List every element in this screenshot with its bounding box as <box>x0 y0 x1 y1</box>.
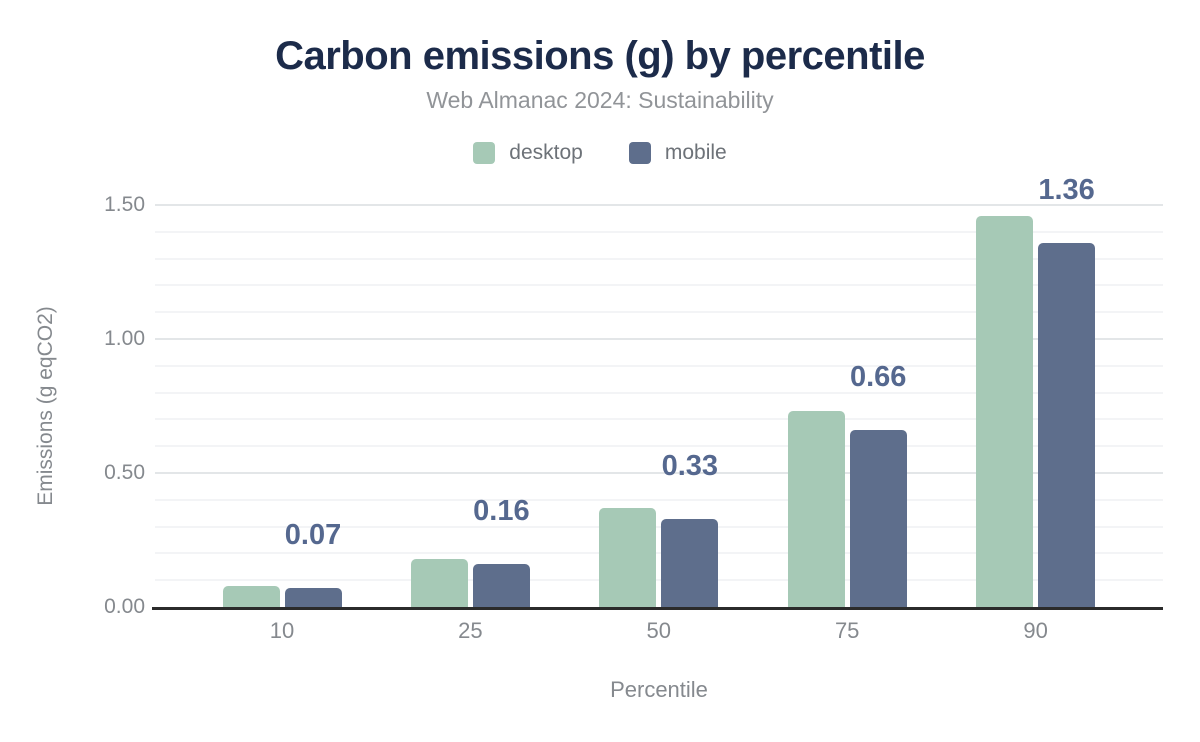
value-label-p50: 0.33 <box>661 449 719 482</box>
plot-area: Percentile 0.07 10 0.16 25 0.33 50 0.66 75 1.36 9… <box>152 175 1163 702</box>
legend-label: desktop <box>509 141 583 164</box>
major-gridline <box>155 338 1163 340</box>
minor-gridline <box>155 445 1163 448</box>
bar-desktop-p25[interactable] <box>410 558 468 607</box>
legend-item-mobile[interactable]: mobile <box>628 141 727 165</box>
minor-gridline <box>155 284 1163 287</box>
minor-gridline <box>155 525 1163 528</box>
mobile-swatch-icon <box>628 142 651 164</box>
value-label-p90: 1.36 <box>1038 173 1095 206</box>
bar-desktop-p50[interactable] <box>599 507 657 607</box>
x-tick-label-10: 10 <box>269 618 295 643</box>
bar-desktop-p75[interactable] <box>787 411 845 607</box>
major-gridline <box>155 472 1163 474</box>
chart-subtitle: Web Almanac 2024: Sustainability <box>426 87 774 113</box>
major-gridline <box>155 204 1163 206</box>
minor-gridline <box>155 311 1163 314</box>
x-tick-label-50: 50 <box>646 618 672 643</box>
minor-gridline <box>155 257 1163 260</box>
y-tick-label-0.00: 0.00 <box>104 595 145 618</box>
minor-gridline <box>155 418 1163 421</box>
x-tick-label-75: 75 <box>834 618 860 643</box>
bar-desktop-p10[interactable] <box>222 585 280 607</box>
value-label-p10: 0.07 <box>284 519 342 552</box>
desktop-swatch-icon <box>473 142 496 164</box>
bar-mobile-p90[interactable] <box>1038 242 1096 607</box>
bar-mobile-p50[interactable] <box>661 518 719 607</box>
minor-gridline <box>155 552 1163 555</box>
y-tick-label-0.50: 0.50 <box>104 461 145 484</box>
y-tick-label-1.00: 1.00 <box>104 327 145 350</box>
x-axis-line <box>152 607 1163 610</box>
x-tick-label-90: 90 <box>1023 618 1048 643</box>
chart-title: Carbon emissions (g) by percentile <box>275 34 925 78</box>
minor-gridline <box>155 391 1163 394</box>
bar-mobile-p75[interactable] <box>849 430 907 607</box>
legend-label: mobile <box>664 141 727 164</box>
minor-gridline <box>155 230 1163 233</box>
bar-mobile-p25[interactable] <box>472 564 530 607</box>
bar-mobile-p10[interactable] <box>284 588 342 607</box>
minor-gridline <box>155 579 1163 582</box>
x-tick-label-25: 25 <box>458 618 483 643</box>
value-label-p25: 0.16 <box>473 495 530 528</box>
bar-desktop-p90[interactable] <box>976 215 1034 607</box>
minor-gridline <box>155 364 1163 367</box>
x-axis-title: Percentile <box>610 677 708 702</box>
y-tick-label-1.50: 1.50 <box>104 193 145 216</box>
minor-gridline <box>155 498 1163 501</box>
value-label-p75: 0.66 <box>849 361 907 394</box>
legend: desktop mobile <box>0 141 1200 165</box>
legend-item-desktop[interactable]: desktop <box>473 141 583 165</box>
y-axis-title: Emissions (g eqCO2) <box>34 306 57 506</box>
